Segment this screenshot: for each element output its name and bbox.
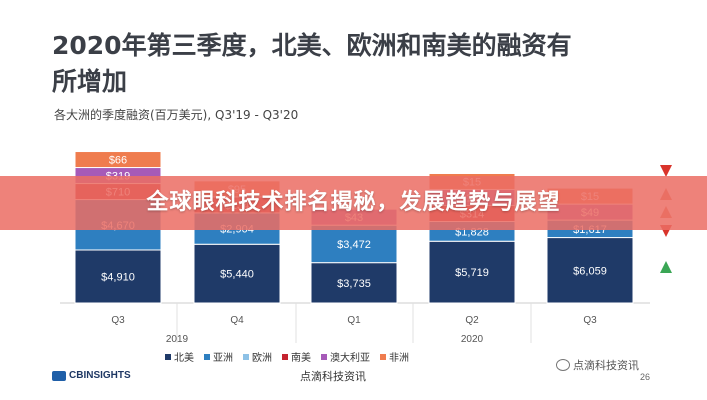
x-tick-label-4: Q3 (583, 315, 597, 326)
legend-item: 澳大利亚 (321, 349, 370, 364)
legend-label: 北美 (174, 353, 194, 364)
wechat-icon (556, 359, 570, 371)
data-label-1-0: $5,440 (220, 269, 254, 281)
x-tick-label-1: Q4 (230, 315, 244, 326)
bar-segment-3-0 (428, 240, 516, 304)
cbinsights-logo: CBINSIGHTS (52, 370, 131, 381)
data-label-2-1: $3,472 (337, 239, 371, 251)
page-number: 26 (640, 372, 651, 382)
data-label-2-0: $3,735 (337, 278, 371, 290)
legend-label: 亚洲 (213, 353, 233, 364)
data-label-0-0: $4,910 (101, 271, 135, 283)
legend-label: 非洲 (389, 353, 409, 364)
overlay-banner (0, 176, 707, 230)
chart-legend: 北美 亚洲 欧洲 南美 澳大利亚 非洲 (165, 349, 409, 364)
legend-swatch (165, 353, 171, 360)
legend-swatch (321, 353, 327, 360)
change-up-icon (660, 261, 672, 273)
legend-swatch (243, 353, 249, 360)
year-label-1: 2020 (461, 334, 484, 345)
legend-item: 南美 (282, 349, 311, 364)
watermark: 点滴科技资讯 (556, 357, 639, 373)
legend-label: 澳大利亚 (330, 353, 370, 364)
bar-segment-0-0 (74, 249, 162, 304)
legend-label: 欧洲 (252, 353, 272, 364)
cb-logo-text: CBINSIGHTS (69, 370, 131, 381)
chart-title: 2020年第三季度，北美、欧洲和南美的融资有所增加 (52, 31, 572, 96)
legend-swatch (380, 353, 386, 360)
footer-source: 点滴科技资讯 (300, 370, 366, 383)
x-tick-label-3: Q2 (465, 315, 479, 326)
chart-subtitle: 各大洲的季度融资(百万美元), Q3'19 - Q3'20 (54, 108, 299, 122)
x-tick-label-0: Q3 (111, 315, 125, 326)
watermark-text: 点滴科技资讯 (573, 359, 639, 372)
banner-headline: 全球眼科技术排名揭秘，发展趋势与展望 (146, 190, 561, 215)
bar-segment-1-0 (193, 243, 281, 304)
data-label-3-0: $5,719 (455, 267, 489, 279)
legend-item: 亚洲 (204, 349, 233, 364)
legend-item: 非洲 (380, 349, 409, 364)
data-label-0-5: $66 (109, 155, 127, 167)
bar-segment-0-5 (74, 151, 162, 169)
data-label-4-0: $6,059 (573, 265, 607, 277)
x-tick-label-2: Q1 (347, 315, 361, 326)
legend-item: 北美 (165, 349, 194, 364)
cb-logo-icon (52, 370, 66, 381)
legend-swatch (282, 353, 288, 360)
legend-item: 欧洲 (243, 349, 272, 364)
bar-segment-4-0 (546, 237, 634, 304)
bar-segment-2-1 (310, 224, 398, 264)
bar-segment-2-0 (310, 262, 398, 304)
change-down-icon (660, 165, 672, 177)
year-label-0: 2019 (166, 334, 189, 345)
legend-swatch (204, 353, 210, 360)
legend-label: 南美 (291, 353, 311, 364)
